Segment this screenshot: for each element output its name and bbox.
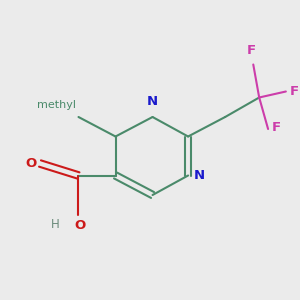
Text: N: N: [147, 95, 158, 108]
Text: H: H: [50, 218, 59, 230]
Text: F: F: [290, 85, 298, 98]
Text: F: F: [247, 44, 256, 57]
Text: O: O: [74, 219, 86, 232]
Text: methyl: methyl: [37, 100, 76, 110]
Text: N: N: [194, 169, 205, 182]
Text: F: F: [272, 121, 281, 134]
Text: O: O: [25, 157, 36, 170]
